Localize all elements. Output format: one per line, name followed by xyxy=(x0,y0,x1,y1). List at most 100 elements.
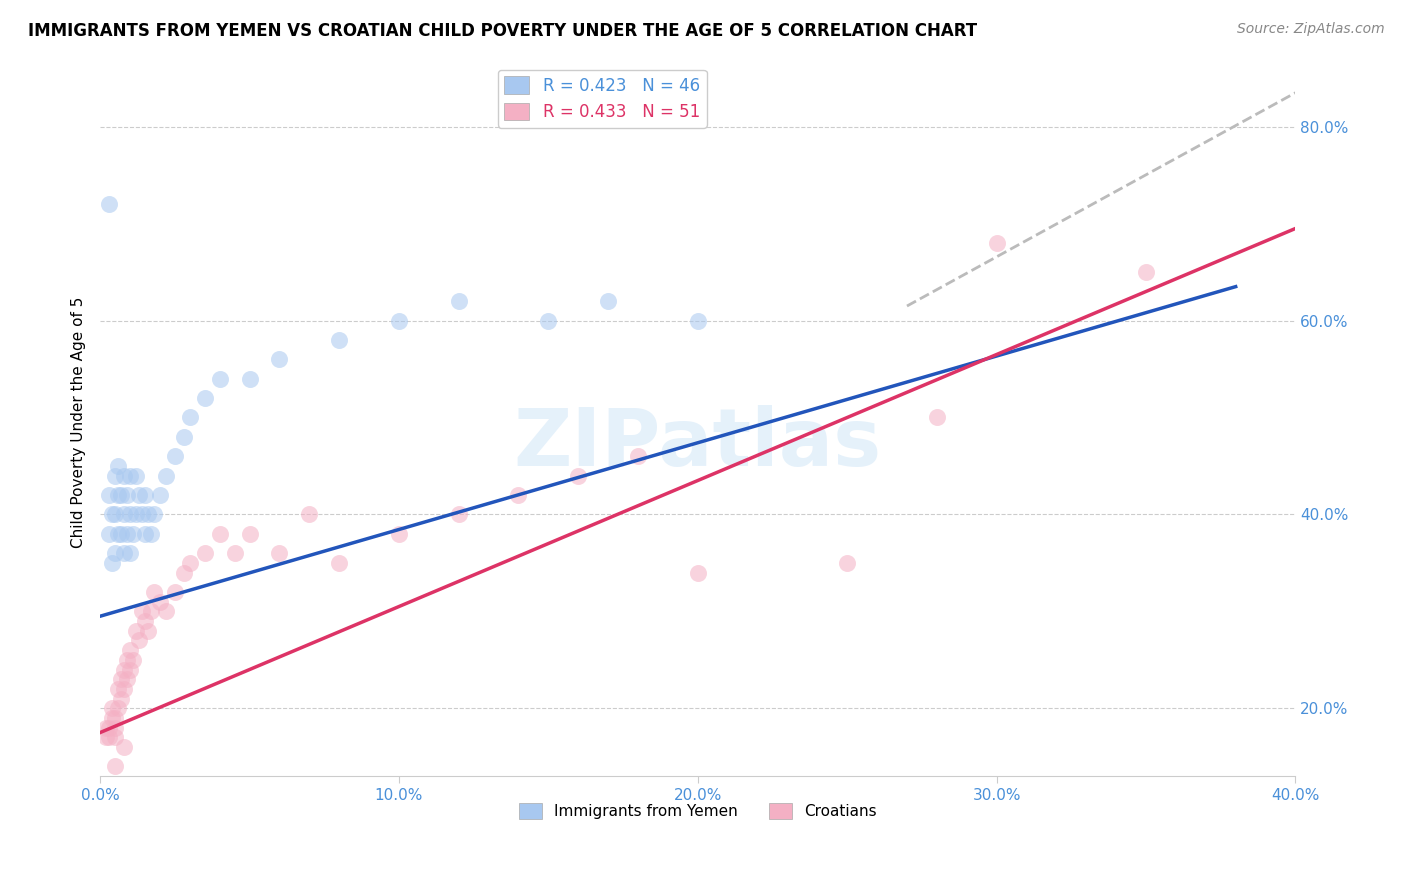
Point xyxy=(508,488,530,502)
Point xyxy=(104,546,127,560)
Point xyxy=(134,488,156,502)
Point xyxy=(107,458,129,473)
Point xyxy=(131,604,153,618)
Point xyxy=(925,410,948,425)
Point xyxy=(118,663,141,677)
Point xyxy=(125,508,148,522)
Point xyxy=(115,672,138,686)
Point xyxy=(136,624,159,638)
Point xyxy=(134,526,156,541)
Point xyxy=(122,653,145,667)
Point xyxy=(388,526,411,541)
Point xyxy=(179,410,201,425)
Point xyxy=(134,614,156,628)
Point xyxy=(128,488,150,502)
Point xyxy=(115,653,138,667)
Point xyxy=(173,430,195,444)
Point xyxy=(567,468,589,483)
Point xyxy=(537,313,560,327)
Point xyxy=(104,759,127,773)
Point xyxy=(686,566,709,580)
Point xyxy=(208,526,231,541)
Point xyxy=(112,508,135,522)
Point xyxy=(598,294,620,309)
Point xyxy=(98,526,121,541)
Point xyxy=(238,372,260,386)
Point xyxy=(328,556,350,570)
Point xyxy=(194,546,217,560)
Point xyxy=(115,488,138,502)
Point xyxy=(139,604,162,618)
Point xyxy=(118,643,141,657)
Point xyxy=(118,468,141,483)
Point xyxy=(298,508,321,522)
Text: ZIPatlas: ZIPatlas xyxy=(513,405,882,483)
Y-axis label: Child Poverty Under the Age of 5: Child Poverty Under the Age of 5 xyxy=(72,297,86,548)
Point xyxy=(107,681,129,696)
Point xyxy=(104,508,127,522)
Point xyxy=(194,391,217,405)
Point xyxy=(627,450,650,464)
Point xyxy=(837,556,859,570)
Point xyxy=(104,731,127,745)
Point xyxy=(115,526,138,541)
Point xyxy=(107,488,129,502)
Point xyxy=(686,313,709,327)
Text: IMMIGRANTS FROM YEMEN VS CROATIAN CHILD POVERTY UNDER THE AGE OF 5 CORRELATION C: IMMIGRANTS FROM YEMEN VS CROATIAN CHILD … xyxy=(28,22,977,40)
Point xyxy=(98,721,121,735)
Point xyxy=(142,508,165,522)
Point xyxy=(110,672,132,686)
Point xyxy=(98,197,121,211)
Point xyxy=(269,546,291,560)
Point xyxy=(101,556,124,570)
Point xyxy=(104,721,127,735)
Point xyxy=(208,372,231,386)
Point xyxy=(125,468,148,483)
Point xyxy=(139,526,162,541)
Point xyxy=(447,508,470,522)
Point xyxy=(112,546,135,560)
Point xyxy=(388,313,411,327)
Point xyxy=(98,731,121,745)
Point xyxy=(155,604,177,618)
Point xyxy=(112,740,135,755)
Point xyxy=(107,526,129,541)
Point xyxy=(104,468,127,483)
Point xyxy=(155,468,177,483)
Point xyxy=(328,333,350,347)
Point xyxy=(94,721,117,735)
Point xyxy=(179,556,201,570)
Point xyxy=(112,663,135,677)
Point xyxy=(1135,265,1157,279)
Point xyxy=(986,235,1008,250)
Point xyxy=(118,546,141,560)
Point xyxy=(131,508,153,522)
Point xyxy=(163,585,186,599)
Point xyxy=(122,526,145,541)
Point xyxy=(149,595,172,609)
Point xyxy=(98,488,121,502)
Point xyxy=(101,701,124,715)
Point xyxy=(101,711,124,725)
Point xyxy=(238,526,260,541)
Text: Source: ZipAtlas.com: Source: ZipAtlas.com xyxy=(1237,22,1385,37)
Point xyxy=(142,585,165,599)
Point xyxy=(136,508,159,522)
Point xyxy=(104,711,127,725)
Point xyxy=(110,488,132,502)
Legend: Immigrants from Yemen, Croatians: Immigrants from Yemen, Croatians xyxy=(513,797,883,825)
Point xyxy=(107,701,129,715)
Point xyxy=(101,508,124,522)
Point xyxy=(163,450,186,464)
Point xyxy=(269,352,291,367)
Point xyxy=(447,294,470,309)
Point xyxy=(224,546,246,560)
Point xyxy=(125,624,148,638)
Point xyxy=(110,526,132,541)
Point xyxy=(149,488,172,502)
Point xyxy=(110,691,132,706)
Point xyxy=(112,468,135,483)
Point xyxy=(118,508,141,522)
Point xyxy=(173,566,195,580)
Point xyxy=(94,731,117,745)
